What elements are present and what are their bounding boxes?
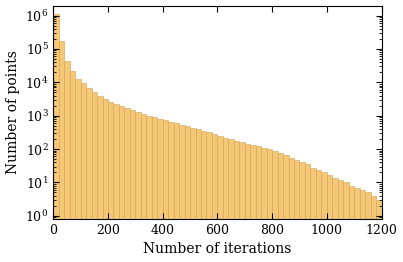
Bar	[179, 125, 185, 262]
Bar	[321, 172, 327, 262]
Y-axis label: Number of points: Number of points	[6, 50, 20, 174]
Bar	[371, 196, 376, 262]
Bar	[343, 182, 349, 262]
Bar	[365, 193, 371, 262]
Bar	[190, 128, 195, 262]
Bar	[239, 142, 245, 262]
Bar	[212, 134, 217, 262]
Bar	[86, 88, 91, 262]
Bar	[113, 104, 119, 262]
Bar	[146, 116, 152, 262]
Bar	[234, 140, 239, 262]
Bar	[354, 188, 359, 262]
Bar	[125, 108, 130, 262]
Bar	[398, 200, 403, 262]
Bar	[75, 79, 81, 262]
Bar	[174, 123, 179, 262]
Bar	[53, 14, 59, 262]
Bar	[135, 112, 141, 262]
Bar	[152, 117, 157, 262]
X-axis label: Number of iterations: Number of iterations	[143, 242, 292, 256]
Bar	[327, 175, 332, 262]
Bar	[81, 83, 86, 262]
Bar	[168, 122, 174, 262]
Bar	[97, 96, 102, 262]
Bar	[261, 148, 267, 262]
Bar	[130, 110, 135, 262]
Bar	[250, 145, 256, 262]
Bar	[349, 186, 354, 262]
Bar	[359, 190, 365, 262]
Bar	[310, 167, 316, 262]
Bar	[195, 129, 201, 262]
Bar	[299, 162, 305, 262]
Bar	[163, 121, 168, 262]
Bar	[59, 41, 64, 262]
Bar	[223, 138, 229, 262]
Bar	[387, 206, 393, 262]
Bar	[157, 119, 163, 262]
Bar	[272, 151, 278, 262]
Bar	[294, 160, 299, 262]
Bar	[70, 71, 75, 262]
Bar	[393, 216, 398, 262]
Bar	[108, 102, 113, 262]
Bar	[102, 99, 108, 262]
Bar	[278, 153, 283, 262]
Bar	[316, 170, 321, 262]
Bar	[376, 200, 382, 262]
Bar	[283, 155, 289, 262]
Bar	[64, 61, 70, 262]
Bar	[119, 106, 125, 262]
Bar	[201, 131, 206, 262]
Bar	[305, 164, 310, 262]
Bar	[141, 114, 146, 262]
Bar	[256, 146, 261, 262]
Bar	[267, 149, 272, 262]
Bar	[332, 178, 338, 262]
Bar	[217, 137, 223, 262]
Bar	[206, 132, 212, 262]
Bar	[245, 144, 250, 262]
Bar	[289, 158, 294, 262]
Bar	[185, 126, 190, 262]
Bar	[229, 139, 234, 262]
Bar	[382, 206, 387, 262]
Bar	[338, 180, 343, 262]
Bar	[91, 92, 97, 262]
